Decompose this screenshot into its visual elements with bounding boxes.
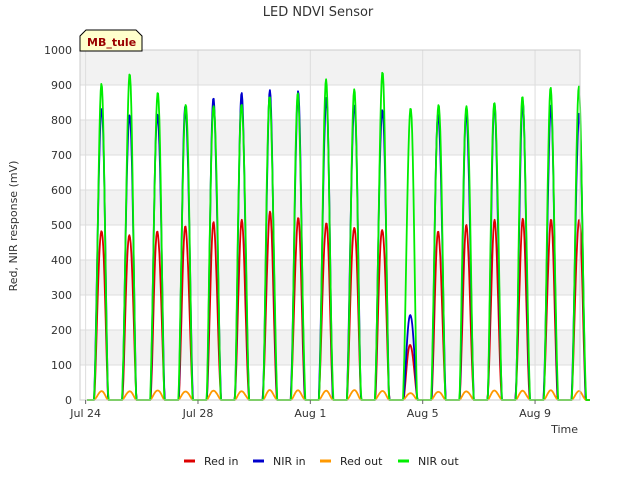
legend: Red in NIR in Red out NIR out <box>184 455 459 468</box>
chart-title: LED NDVI Sensor <box>263 5 374 20</box>
plot-band <box>80 50 580 85</box>
y-tick-label: 800 <box>51 114 72 127</box>
legend-label: NIR in <box>273 455 306 468</box>
y-tick-label: 100 <box>51 359 72 372</box>
y-tick-label: 900 <box>51 79 72 92</box>
plot-border <box>79 49 581 401</box>
y-tick-label: 700 <box>51 149 72 162</box>
legend-label: Red in <box>204 455 238 468</box>
y-tick-label: 500 <box>51 219 72 232</box>
y-tick-label: 0 <box>65 394 72 407</box>
x-axis-label: Time <box>550 423 578 436</box>
station-label: MB_tule <box>87 36 136 49</box>
y-tick-label: 400 <box>51 254 72 267</box>
legend-label: NIR out <box>418 455 459 468</box>
x-tick-label: Aug 9 <box>519 407 551 420</box>
y-tick-label: 600 <box>51 184 72 197</box>
series-layer <box>79 49 590 401</box>
y-axis: 0 100 200 300 400 500 600 700 800 900 1000 <box>44 44 72 407</box>
x-tick-label: Jul 24 <box>69 407 101 420</box>
y-tick-label: 300 <box>51 289 72 302</box>
x-axis: Jul 24 Jul 28 Aug 1 Aug 5 Aug 9 <box>69 400 551 420</box>
y-tick-label: 1000 <box>44 44 72 57</box>
y-tick-label: 200 <box>51 324 72 337</box>
x-tick-label: Aug 1 <box>294 407 326 420</box>
y-axis-label: Red, NIR response (mV) <box>7 161 20 292</box>
station-label-box: MB_tule <box>79 29 143 52</box>
legend-label: Red out <box>340 455 383 468</box>
x-tick-label: Jul 28 <box>182 407 214 420</box>
x-tick-label: Aug 5 <box>407 407 439 420</box>
